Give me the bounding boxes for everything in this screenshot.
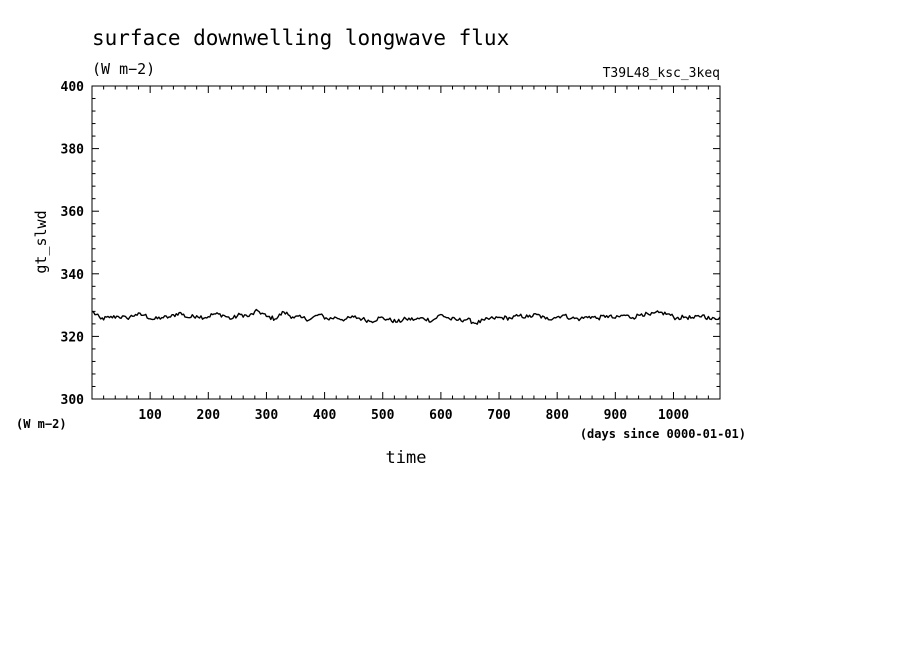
y-tick-label: 380	[61, 143, 85, 158]
x-tick-labels: 100 200 300 400 500 600 700 800 900 1000	[138, 408, 689, 423]
x-tick-label: 400	[313, 408, 337, 423]
x-tick-label: 100	[138, 408, 162, 423]
chart-subtitle: (W m−2)	[92, 60, 155, 78]
y-tick-label: 340	[61, 268, 85, 283]
x-axis-unit: (days since 0000-01-01)	[580, 427, 746, 441]
y-axis-label: gt_slwd	[32, 210, 50, 273]
run-label: T39L48_ksc_3keq	[603, 66, 720, 81]
x-tick-label: 500	[371, 408, 395, 423]
series-line	[91, 308, 721, 325]
y-axis-unit: (W m−2)	[16, 417, 67, 431]
y-tick-label: 320	[61, 330, 85, 345]
y-tick-label: 400	[61, 80, 85, 95]
y-tick-labels: 300 320 340 360 380 400	[61, 80, 85, 408]
axis-ticks	[91, 85, 721, 400]
x-axis-label: time	[386, 448, 427, 468]
x-tick-label: 600	[429, 408, 453, 423]
x-tick-label: 900	[604, 408, 628, 423]
x-tick-label: 700	[487, 408, 511, 423]
chart-title: surface downwelling longwave flux	[92, 26, 509, 50]
x-tick-label: 1000	[658, 408, 689, 423]
x-tick-label: 800	[545, 408, 569, 423]
x-tick-label: 300	[255, 408, 279, 423]
x-tick-label: 200	[197, 408, 221, 423]
y-tick-label: 300	[61, 393, 85, 408]
plot-frame	[91, 85, 721, 400]
y-tick-label: 360	[61, 205, 85, 220]
